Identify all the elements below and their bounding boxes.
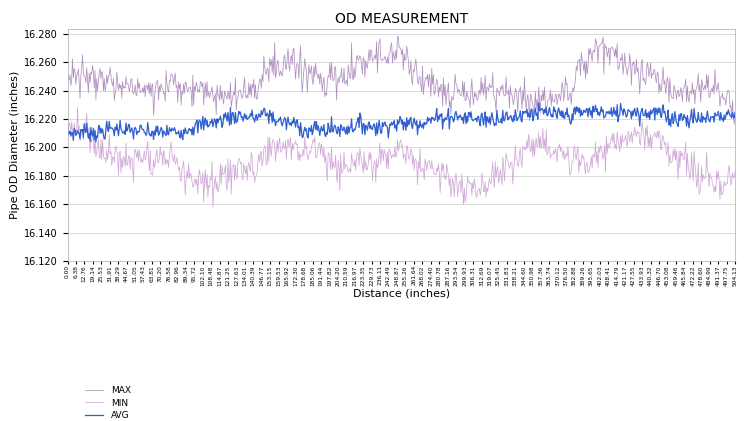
AVG (92, 139, 100, 144)
MIN (730, 169, 740, 174)
MIN (209, 205, 218, 210)
AVG (469, 118, 478, 123)
MAX (570, 83, 579, 88)
AVG (571, 112, 580, 117)
AVG (452, 109, 460, 114)
Title: OD MEASUREMENT: OD MEASUREMENT (334, 11, 468, 26)
Legend: MAX, MIN, AVG: MAX, MIN, AVG (86, 386, 130, 420)
MIN (470, 176, 478, 181)
MAX (730, 112, 740, 117)
MAX (452, 82, 460, 87)
AVG (640, 113, 649, 118)
MAX (393, 34, 402, 39)
X-axis label: Distance (inches): Distance (inches) (352, 288, 450, 298)
Line: MAX: MAX (68, 36, 735, 124)
MIN (640, 133, 649, 138)
AVG (534, 101, 543, 106)
MAX (489, 93, 498, 99)
MAX (63, 68, 72, 73)
MAX (638, 78, 647, 83)
MIN (105, 132, 114, 137)
MAX (469, 102, 478, 107)
MIN (452, 179, 461, 184)
Line: AVG: AVG (68, 103, 735, 142)
MAX (730, 122, 739, 127)
MAX (104, 73, 113, 78)
MIN (63, 119, 72, 124)
AVG (730, 110, 740, 115)
MIN (571, 155, 580, 160)
Line: MIN: MIN (68, 107, 735, 207)
MIN (490, 185, 499, 190)
AVG (63, 123, 72, 128)
AVG (489, 120, 498, 125)
MIN (73, 105, 82, 110)
AVG (105, 119, 114, 124)
Y-axis label: Pipe OD Diameter (inches): Pipe OD Diameter (inches) (10, 71, 20, 219)
